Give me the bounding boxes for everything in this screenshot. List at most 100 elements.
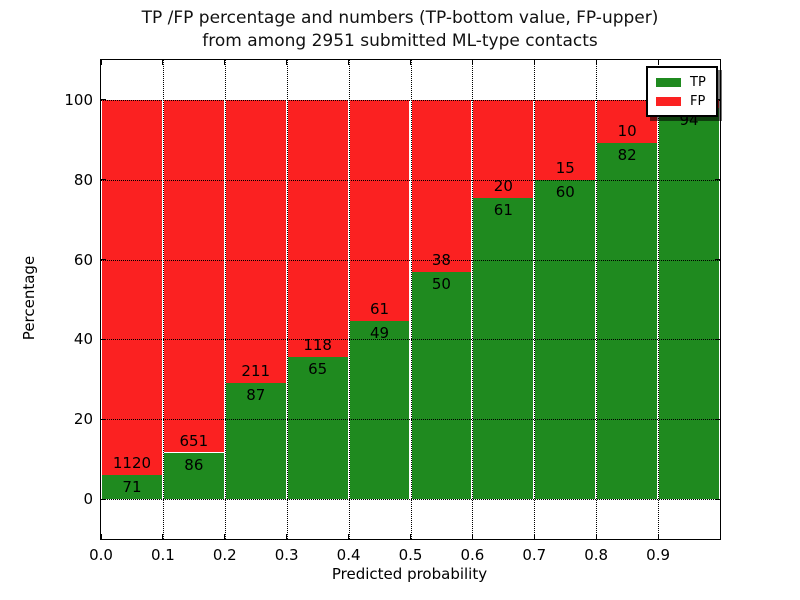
tp-bar-segment xyxy=(349,321,410,500)
y-tick-label: 60 xyxy=(73,250,93,269)
x-tick-label: 0.2 xyxy=(212,546,237,564)
v-gridline xyxy=(472,60,474,539)
fp-count-label: 20 xyxy=(493,177,513,196)
x-tick-mark xyxy=(595,60,597,65)
fp-count-label: 211 xyxy=(241,361,271,380)
fp-count-label: 10 xyxy=(617,122,637,141)
x-tick-mark xyxy=(286,60,288,65)
legend-item-fp: FP xyxy=(648,92,716,111)
v-gridline xyxy=(534,60,536,539)
fp-bar-segment xyxy=(349,99,410,322)
x-tick-mark xyxy=(348,60,350,65)
v-gridline xyxy=(410,60,412,539)
x-tick-mark xyxy=(100,60,102,65)
tp-bar-segment xyxy=(163,452,224,500)
x-tick-mark xyxy=(100,534,102,539)
x-tick-mark xyxy=(410,60,411,65)
v-gridline xyxy=(596,60,598,539)
x-tick-mark xyxy=(595,534,597,539)
y-tick-mark xyxy=(101,259,106,261)
legend-item-tp: TP xyxy=(648,73,716,92)
x-tick-label: 0.9 xyxy=(646,546,671,564)
x-tick-mark xyxy=(471,60,473,65)
legend-label-fp: FP xyxy=(690,94,706,109)
y-tick-mark xyxy=(101,99,106,101)
plot-area: 1120 71 651 86 211 87 118 65 61 49 38 50 20 61 15 60 10 8… xyxy=(100,59,721,540)
fp-color-swatch xyxy=(656,97,681,106)
v-gridline xyxy=(162,60,164,539)
tp-count-label: 82 xyxy=(617,146,637,165)
fp-bar-segment xyxy=(473,99,534,199)
y-tick-mark xyxy=(715,498,720,500)
x-tick-mark xyxy=(410,534,411,539)
tp-count-label: 50 xyxy=(431,275,451,294)
y-tick-mark xyxy=(101,179,106,181)
fp-count-label: 15 xyxy=(555,158,575,177)
tp-count-label: 49 xyxy=(370,324,390,343)
x-tick-mark xyxy=(471,534,473,539)
fp-count-label: 61 xyxy=(370,300,390,319)
fp-count-label: 1120 xyxy=(112,454,152,473)
x-tick-label: 0.1 xyxy=(150,546,175,564)
y-tick-mark xyxy=(715,418,720,420)
y-tick-mark xyxy=(715,179,720,181)
fp-bar-segment xyxy=(102,99,162,476)
tp-bar-segment xyxy=(225,382,286,500)
x-tick-label: 0.0 xyxy=(89,546,113,564)
y-tick-label: 80 xyxy=(73,170,93,189)
y-axis-label: Percentage xyxy=(20,255,38,341)
x-tick-mark xyxy=(533,534,535,539)
tp-bar-segment xyxy=(473,198,534,500)
fp-bar-segment xyxy=(411,99,472,273)
tp-count-label: 61 xyxy=(493,201,513,220)
x-tick-mark xyxy=(533,60,535,65)
y-tick-mark xyxy=(101,418,106,420)
fp-bar-segment xyxy=(287,99,348,358)
x-tick-mark xyxy=(286,534,288,539)
x-tick-mark xyxy=(657,534,659,539)
fp-bar-segment xyxy=(535,99,596,180)
legend: TP FP xyxy=(646,66,718,117)
tp-count-label: 71 xyxy=(122,478,142,497)
x-tick-mark xyxy=(162,60,164,65)
y-tick-mark xyxy=(715,259,720,261)
x-axis-label: Predicted probability xyxy=(331,565,488,583)
legend-label-tp: TP xyxy=(690,75,706,90)
v-gridline xyxy=(224,60,226,539)
x-tick-mark xyxy=(224,534,226,539)
chart-title-line2: from among 2951 submitted ML-type contac… xyxy=(202,31,598,51)
x-tick-label: 0.8 xyxy=(584,546,609,564)
x-tick-mark xyxy=(348,534,350,539)
x-tick-label: 0.3 xyxy=(274,546,299,564)
fp-bar-segment xyxy=(163,99,224,453)
v-gridline xyxy=(286,60,288,539)
y-tick-label: 20 xyxy=(73,410,93,429)
fp-bar-segment xyxy=(225,99,286,383)
tp-bar-segment xyxy=(102,475,162,500)
y-tick-label: 0 xyxy=(83,490,93,509)
x-tick-mark xyxy=(162,534,164,539)
tp-count-label: 87 xyxy=(246,385,266,404)
y-tick-label: 40 xyxy=(73,330,93,349)
x-tick-label: 0.7 xyxy=(522,546,547,564)
tp-bar-segment xyxy=(597,143,658,500)
y-tick-mark xyxy=(715,338,720,340)
fp-count-label: 118 xyxy=(303,336,332,355)
tp-bar-segment xyxy=(411,272,472,500)
x-tick-label: 0.5 xyxy=(398,546,423,564)
x-tick-label: 0.6 xyxy=(460,546,485,564)
y-tick-mark xyxy=(101,498,106,500)
x-tick-label: 0.4 xyxy=(336,546,361,564)
chart-title-line1: TP /FP percentage and numbers (TP-bottom… xyxy=(141,8,659,28)
tp-count-label: 86 xyxy=(184,455,204,474)
tp-color-swatch xyxy=(656,78,681,87)
x-tick-mark xyxy=(224,60,226,65)
tp-bar-segment xyxy=(287,357,348,500)
tp-bar-segment xyxy=(659,108,719,500)
v-gridline xyxy=(348,60,350,539)
tp-count-label: 65 xyxy=(308,360,328,379)
fp-count-label: 651 xyxy=(179,431,209,450)
y-tick-label: 100 xyxy=(64,90,93,109)
x-tick-mark xyxy=(657,60,659,65)
